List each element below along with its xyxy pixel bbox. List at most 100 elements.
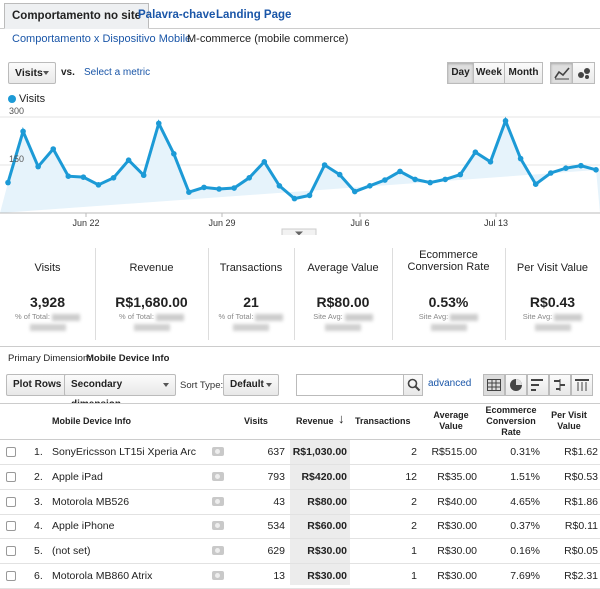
data-point <box>351 188 358 195</box>
data-point <box>306 192 313 199</box>
x-tick-label: Jul 6 <box>350 218 369 228</box>
blurred-value <box>344 313 373 321</box>
camera-icon[interactable] <box>212 496 224 506</box>
metric-sub-label: % of Total: <box>218 312 254 321</box>
camera-icon[interactable] <box>212 447 224 456</box>
comparison-icon <box>554 379 565 391</box>
subtab-comportamento-mobile[interactable]: Comportamento x Dispositivo Mobile <box>12 33 192 45</box>
row-checkbox[interactable] <box>6 471 16 482</box>
tab-comportamento[interactable]: Comportamento no site <box>4 3 150 29</box>
metric-block[interactable]: Visits 3,928 % of Total: <box>0 240 95 340</box>
col-conversion-rate[interactable]: Ecommerce Conversion Rate <box>485 405 537 437</box>
table-view-button[interactable] <box>483 374 505 396</box>
row-index: 6. <box>34 570 43 582</box>
sub-tabs: Comportamento x Dispositivo Mobile M-com… <box>0 30 600 50</box>
row-index: 4. <box>34 520 43 533</box>
day-button[interactable]: Day <box>447 62 474 84</box>
metric-block[interactable]: Average Value R$80.00 Site Avg: <box>294 240 392 340</box>
table-search-input[interactable] <box>296 374 404 396</box>
col-average-value[interactable]: Average Value <box>433 410 469 431</box>
metric-select[interactable]: Visits <box>8 62 56 84</box>
row-checkbox[interactable] <box>6 447 16 457</box>
primary-dimension-value[interactable]: Mobile Device Info <box>86 353 170 364</box>
blurred-value <box>51 313 80 321</box>
blurred-value <box>554 313 583 321</box>
col-revenue[interactable]: Revenue <box>296 416 334 426</box>
table-header: Mobile Device Info Visits Revenue ↓ Tran… <box>0 403 600 440</box>
visits-line-chart: 300 150 Jun 22 Jun 29 Jul 6 Jul 13 <box>0 106 600 235</box>
device-name[interactable]: SonyEricsson LT15i Xperia Arc <box>52 446 196 458</box>
table-row[interactable]: 1. SonyEricsson LT15i Xperia Arc 637 R$1,03… <box>0 440 600 465</box>
device-name[interactable]: Motorola MB860 Atrix <box>52 570 153 582</box>
report-tabs: Comportamento no site Palavra-chave Land… <box>0 0 600 29</box>
per-visit-value-cell: R$1.62 <box>564 446 598 458</box>
visits-cell: 13 <box>273 570 285 582</box>
data-point <box>246 175 253 181</box>
performance-view-button[interactable] <box>527 374 549 396</box>
x-tick-label: Jun 29 <box>208 218 235 228</box>
col-device[interactable]: Mobile Device Info <box>52 416 132 426</box>
metric-separator <box>505 248 506 340</box>
bar-list-icon <box>531 379 543 391</box>
month-button[interactable]: Month <box>504 62 543 84</box>
advanced-filter-link[interactable]: advanced <box>428 378 472 389</box>
row-checkbox[interactable] <box>6 546 16 557</box>
row-checkbox[interactable] <box>6 496 16 507</box>
transactions-cell: 2 <box>411 446 417 458</box>
revenue-cell: R$80.00 <box>307 495 347 508</box>
table-row[interactable]: 3. Motorola MB526 43 R$80.00 2 R$40.00 4.65% R$… <box>0 490 600 515</box>
metric-block[interactable]: Per Visit Value R$0.43 Site Avg: <box>505 240 600 340</box>
metric-sub-label: % of Total: <box>119 312 154 321</box>
metric-block[interactable]: Ecommerce Conversion Rate 0.53% Site Avg: <box>392 240 505 340</box>
device-name[interactable]: (not set) <box>52 545 91 558</box>
table-row[interactable]: 2. Apple iPad 793 R$420.00 12 R$35.00 1.51% R$0… <box>0 465 600 490</box>
pivot-icon <box>575 379 589 391</box>
metric-block[interactable]: Revenue R$1,680.00 % of Total: <box>95 240 208 340</box>
row-checkbox[interactable] <box>6 571 16 581</box>
data-point <box>472 149 479 155</box>
col-visits[interactable]: Visits <box>244 416 268 426</box>
visits-cell: 793 <box>267 470 285 483</box>
metric-label: Transactions <box>219 262 283 274</box>
series-legend-label: Visits <box>19 93 46 105</box>
subtab-m-commerce[interactable]: M-commerce (mobile commerce) <box>187 33 349 45</box>
conversion-rate-cell: 7.69% <box>510 570 540 582</box>
table-row[interactable]: 6. Motorola MB860 Atrix 13 R$30.00 1 R$30.00 7… <box>0 564 600 589</box>
metric-block[interactable]: Transactions 21 % of Total: <box>208 240 294 340</box>
week-button[interactable]: Week <box>473 62 505 84</box>
data-point <box>502 118 509 124</box>
search-button[interactable] <box>403 374 423 396</box>
tab-landing-page[interactable]: Landing Page <box>216 9 292 21</box>
row-index: 3. <box>34 495 43 508</box>
camera-icon[interactable] <box>212 571 224 580</box>
select-metric-link[interactable]: Select a metric <box>84 67 151 78</box>
table-row[interactable]: 5. (not set) 629 R$30.00 1 R$30.00 0.16% R$0.05 <box>0 539 600 565</box>
plot-rows-button[interactable]: Plot Rows <box>6 374 69 396</box>
camera-icon[interactable] <box>212 521 224 531</box>
data-point <box>155 120 162 127</box>
col-transactions[interactable]: Transactions <box>355 416 411 426</box>
device-name[interactable]: Apple iPad <box>52 470 103 483</box>
pivot-view-button[interactable] <box>571 374 593 396</box>
table-row[interactable]: 4. Apple iPhone 534 R$60.00 2 R$30.00 0.37% R$0… <box>0 514 600 540</box>
comparison-view-button[interactable] <box>549 374 571 396</box>
data-point <box>291 195 298 202</box>
metric-label: Revenue <box>129 262 174 274</box>
tab-palavra-chave[interactable]: Palavra-chave <box>138 9 216 21</box>
row-checkbox[interactable] <box>6 521 16 532</box>
row-index: 2. <box>34 470 43 483</box>
device-name[interactable]: Apple iPhone <box>52 520 115 533</box>
col-per-visit-value[interactable]: Per Visit Value <box>551 410 587 431</box>
camera-icon[interactable] <box>212 471 224 481</box>
camera-icon[interactable] <box>212 546 224 556</box>
revenue-cell: R$30.00 <box>307 570 347 582</box>
sort-type-select[interactable]: Default <box>223 374 279 396</box>
line-chart-view-button[interactable] <box>550 62 573 84</box>
secondary-dimension-button[interactable]: Secondary dimension <box>64 374 176 410</box>
revenue-cell: R$420.00 <box>301 470 347 483</box>
device-name[interactable]: Motorola MB526 <box>52 495 130 508</box>
pie-view-button[interactable] <box>505 374 527 396</box>
data-point <box>397 168 403 175</box>
data-point <box>578 162 584 169</box>
motion-chart-view-button[interactable] <box>572 62 595 84</box>
